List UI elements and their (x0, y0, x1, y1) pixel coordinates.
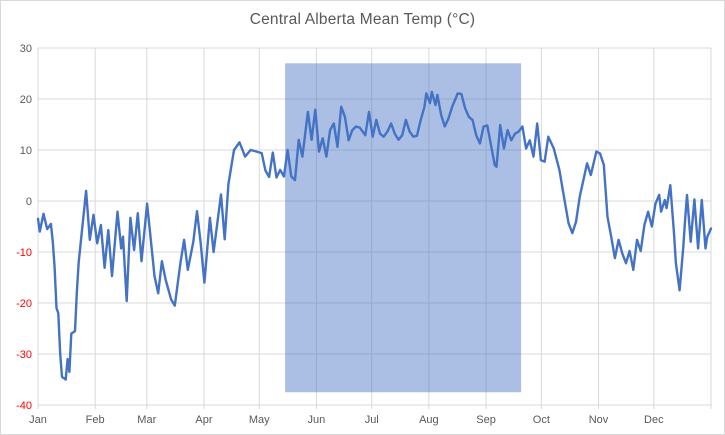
y-tick-label: -30 (16, 349, 32, 361)
x-tick-label: May (249, 414, 270, 426)
y-tick-label: 30 (20, 43, 32, 55)
x-tick-label: Jun (308, 414, 326, 426)
x-tick-label: Sep (476, 414, 496, 426)
y-tick-label: -20 (16, 298, 32, 310)
y-tick-label: 20 (20, 94, 32, 106)
y-tick-label: -10 (16, 247, 32, 259)
x-tick-label: Oct (533, 414, 550, 426)
temperature-line (36, 90, 713, 381)
x-tick-label: Dec (644, 414, 664, 426)
x-tick-label: Mar (137, 414, 156, 426)
y-tick-label: 10 (20, 145, 32, 157)
x-tick-label: Nov (589, 414, 609, 426)
x-tick-label: Feb (86, 414, 105, 426)
y-tick-label: -40 (16, 400, 32, 412)
x-tick-label: Apr (195, 414, 212, 426)
warm-season-band (285, 63, 522, 393)
x-tick-label: Jul (365, 414, 379, 426)
x-tick-label: Jan (29, 414, 47, 426)
chart-title: Central Alberta Mean Temp (°C) (249, 11, 476, 28)
x-tick-label: Aug (419, 414, 439, 426)
y-tick-label: 0 (26, 196, 32, 208)
